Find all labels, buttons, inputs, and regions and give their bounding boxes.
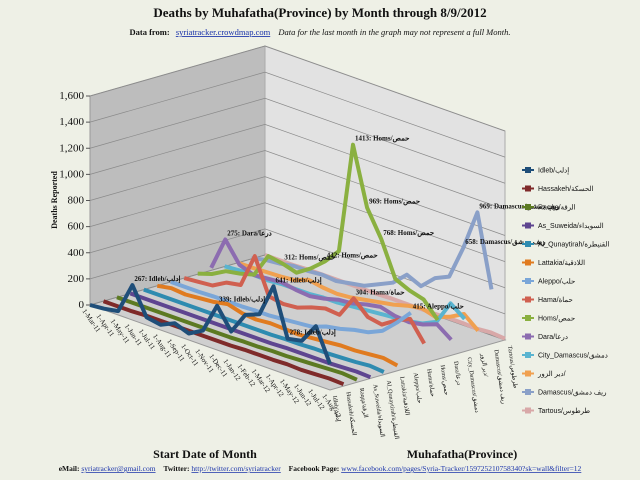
legend-label: Lattakia/اللاذقية — [538, 259, 585, 267]
y-axis-title: Deaths Reported — [50, 171, 59, 229]
legend-marker — [525, 222, 531, 229]
series-line — [183, 254, 426, 345]
data-label: 275: Dara/درعا — [227, 229, 272, 237]
data-label: 768: Homs/حمص — [383, 229, 434, 237]
data-from: Data from: — [129, 27, 169, 37]
y-tick-label: 1,200 — [59, 142, 84, 154]
legend-label: Al_Qunaytirah/القنيطرة — [538, 241, 609, 249]
legend-marker — [525, 370, 531, 377]
z-tick-label: Idleb/إدلب — [331, 395, 342, 422]
y-tick-label: 400 — [68, 247, 85, 259]
facebook[interactable]: www.facebook.com/pages/Syria-Tracker/159… — [341, 464, 581, 473]
data-label: 1413: Homs/حمص — [355, 135, 409, 143]
grid-line — [89, 124, 506, 210]
z-tick-label: Hama/حماة — [425, 368, 436, 397]
data-label: 339: Idleb/إدلب — [219, 296, 265, 304]
grid-line — [89, 97, 506, 184]
legend-label: Hama/حماة — [538, 296, 573, 304]
legend-label: Raqqa/الرقة — [538, 204, 576, 212]
series-line — [156, 283, 399, 368]
data-label: 304: Hama/حماة — [356, 288, 405, 296]
legend-label: دير الزور/ — [537, 370, 566, 378]
twitter[interactable]: http://twitter.com/syriatracker — [191, 464, 281, 473]
legend-marker — [525, 167, 531, 173]
data-label: 658: Damascus/ريف دمشق — [465, 238, 546, 246]
legend-marker — [525, 407, 531, 414]
note: Data for the last month in the graph may… — [277, 27, 510, 37]
y-tick-label: 200 — [68, 273, 85, 285]
legend-marker — [525, 296, 531, 303]
legend-label: Tartous/طرطوس — [538, 407, 591, 415]
data-label: 267: Idleb/إدلب — [134, 275, 180, 283]
series-line — [89, 283, 332, 365]
facebook-label: Facebook Page: — [289, 464, 340, 473]
y-tick-label: 600 — [68, 221, 85, 233]
series-line — [170, 280, 412, 335]
legend-label: Hassakeh/الحسكة — [538, 185, 594, 193]
z-tick-label: Raqqa/الرقة — [358, 388, 369, 419]
y-tick-label: 0 — [79, 299, 85, 311]
grid-line — [89, 176, 506, 262]
legend-label: Homs/حمص — [538, 316, 575, 323]
subtitle: Data from: syriatracker.crowdmap.com Dat… — [129, 27, 510, 37]
z-tick-label: Aleppo/حلب — [412, 372, 423, 404]
data-label: 415: Aleppo/حلب — [413, 303, 464, 311]
data-label: 641: Idleb/إدلب — [276, 276, 322, 284]
data-label: 312: Homs/حمص — [284, 253, 335, 261]
series-line — [116, 295, 358, 382]
footer: eMail: syriatracker@gmail.com Twitter: h… — [59, 464, 582, 473]
source-link[interactable]: syriatracker.crowdmap.com — [176, 27, 271, 37]
legend-marker — [525, 204, 531, 210]
y-tick-label: 1,400 — [59, 116, 84, 128]
email[interactable]: syriatracker@gmail.com — [81, 464, 155, 473]
y-tick-label: 1,000 — [59, 168, 84, 180]
grid-line — [89, 45, 506, 132]
legend-label: Aleppo/حلب — [538, 278, 575, 286]
legend-marker — [525, 278, 531, 284]
series-line — [197, 142, 440, 322]
legend-marker — [525, 241, 531, 247]
legend-label: As_Suweida/السويداء — [538, 222, 604, 230]
z-tick-label: دير الزور/ — [479, 352, 489, 377]
email-label: eMail: — [59, 464, 80, 473]
z-tick-label: Dara/درعا — [452, 361, 462, 386]
data-label: 278: Idleb/إدلب — [290, 329, 336, 337]
legend-label: City_Damascus/دمشق — [538, 353, 608, 360]
legend-marker — [525, 259, 531, 266]
grid-line — [89, 202, 506, 289]
legend-marker — [525, 352, 531, 358]
twitter-label: Twitter: — [163, 464, 189, 473]
data-label: 969: Homs/حمص — [369, 198, 420, 206]
data-label: 442: Homs/حمص — [327, 251, 378, 259]
grid-line — [89, 71, 506, 158]
chart-title: Deaths by Muhafatha(Province) by Month t… — [153, 5, 486, 20]
legend-marker — [525, 333, 531, 340]
data-label: 969: Damascus/ريف دمشق — [479, 202, 560, 210]
z-axis-title: Muhafatha(Province) — [407, 447, 517, 461]
legend-marker — [525, 315, 531, 321]
legend-marker — [525, 185, 531, 192]
y-tick-label: 800 — [68, 195, 85, 207]
series-line — [143, 287, 385, 374]
legend-marker — [525, 389, 531, 395]
x-axis-title: Start Date of Month — [153, 447, 257, 461]
legend-label: Idleb/إدلب — [538, 167, 569, 175]
series-line — [251, 210, 494, 290]
grid-line — [89, 150, 506, 236]
legend-label: Dara/درعا — [538, 333, 568, 341]
z-tick-label: Homs/حمص — [439, 365, 449, 396]
legend-label: Damascus/ريف دمشق — [538, 390, 606, 397]
y-tick-label: 1,600 — [59, 90, 84, 102]
